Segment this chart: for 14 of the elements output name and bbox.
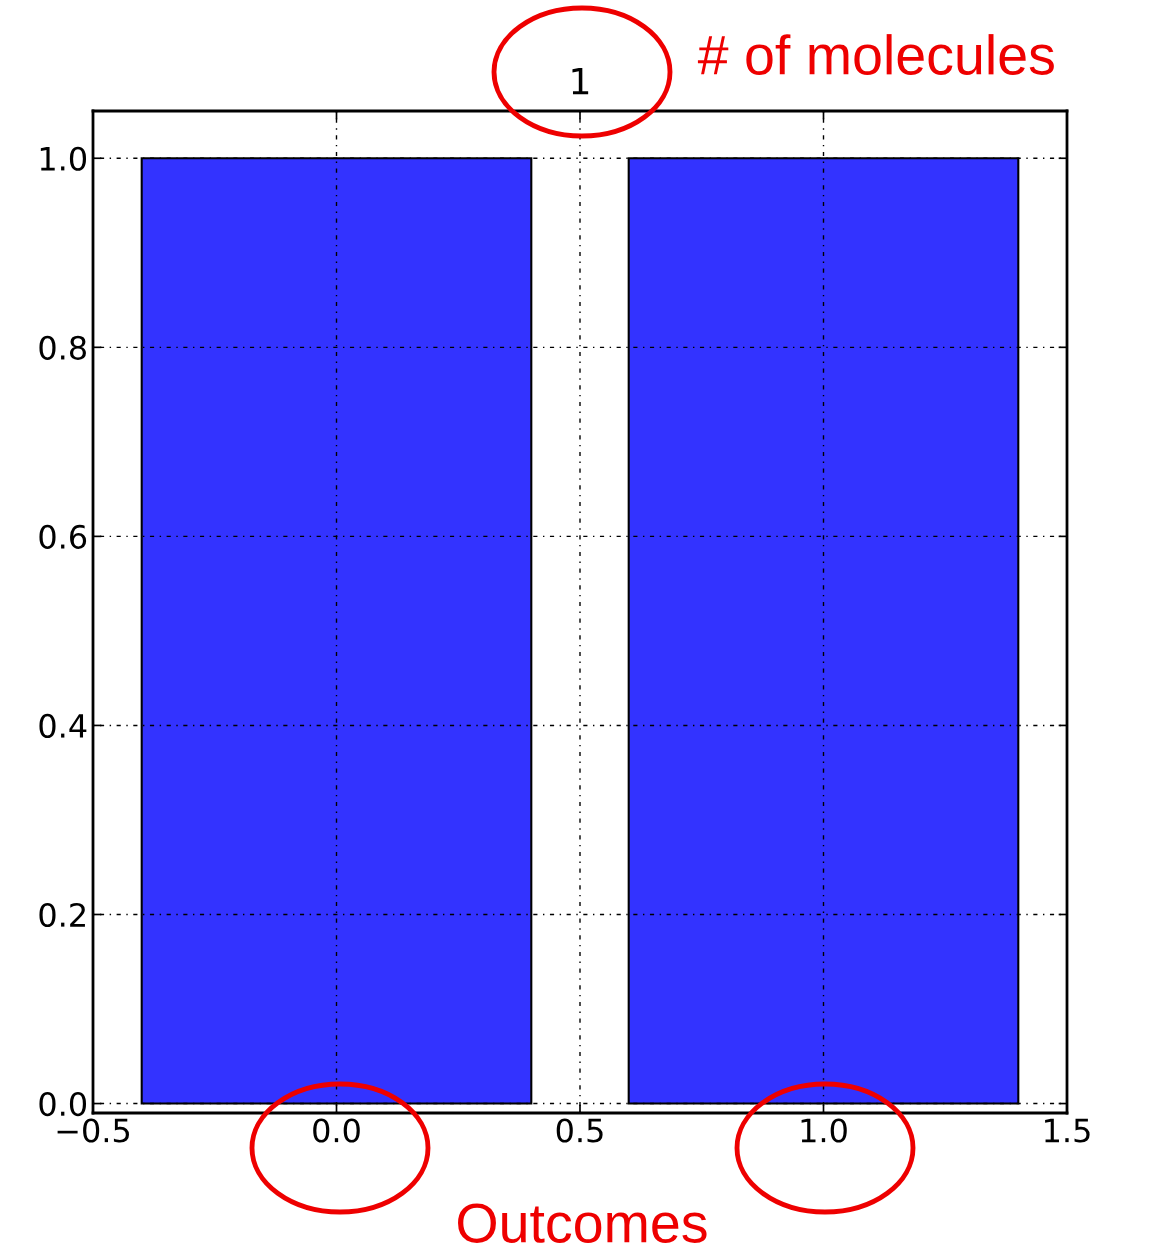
x-tick-label: 0.0 [313,1118,360,1143]
x-tick-label: −0.5 [57,1118,129,1143]
x-tick-label: 0.5 [556,1118,603,1143]
y-tick-label: 0.4 [39,713,87,739]
chart-title: 1 [572,68,589,95]
x-tick-label: 1.5 [1045,1118,1090,1143]
y-tick-label: 0.6 [39,524,87,549]
text: # of molecules [697,34,1054,75]
y-tick-label: 0.0 [39,1091,87,1117]
y-tick-label: 0.8 [39,335,86,360]
text: Outcomes [458,1203,707,1243]
y-tick-label: 0.2 [39,902,85,928]
y-tick-label: 1.0 [40,146,87,171]
x-tick-label: 1.0 [801,1118,847,1143]
